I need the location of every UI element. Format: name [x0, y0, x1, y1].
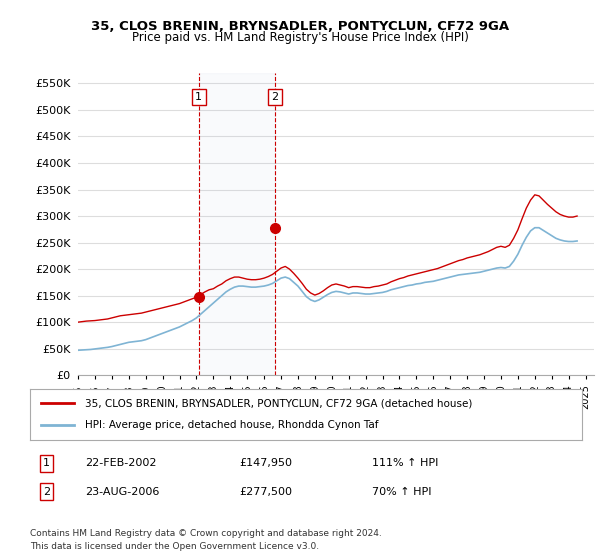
Text: 111% ↑ HPI: 111% ↑ HPI — [372, 458, 439, 468]
Text: 35, CLOS BRENIN, BRYNSADLER, PONTYCLUN, CF72 9GA (detached house): 35, CLOS BRENIN, BRYNSADLER, PONTYCLUN, … — [85, 398, 473, 408]
Text: 35, CLOS BRENIN, BRYNSADLER, PONTYCLUN, CF72 9GA: 35, CLOS BRENIN, BRYNSADLER, PONTYCLUN, … — [91, 20, 509, 32]
Text: 2: 2 — [272, 92, 278, 102]
Text: Price paid vs. HM Land Registry's House Price Index (HPI): Price paid vs. HM Land Registry's House … — [131, 31, 469, 44]
Text: £277,500: £277,500 — [240, 487, 293, 497]
Text: 2: 2 — [43, 487, 50, 497]
Text: Contains HM Land Registry data © Crown copyright and database right 2024.: Contains HM Land Registry data © Crown c… — [30, 529, 382, 538]
Text: 70% ↑ HPI: 70% ↑ HPI — [372, 487, 432, 497]
Text: HPI: Average price, detached house, Rhondda Cynon Taf: HPI: Average price, detached house, Rhon… — [85, 421, 379, 431]
Text: This data is licensed under the Open Government Licence v3.0.: This data is licensed under the Open Gov… — [30, 542, 319, 551]
Text: £147,950: £147,950 — [240, 458, 293, 468]
Bar — [199, 73, 275, 375]
Text: 1: 1 — [43, 458, 50, 468]
Text: 22-FEB-2002: 22-FEB-2002 — [85, 458, 157, 468]
Text: 23-AUG-2006: 23-AUG-2006 — [85, 487, 160, 497]
Text: 1: 1 — [195, 92, 202, 102]
